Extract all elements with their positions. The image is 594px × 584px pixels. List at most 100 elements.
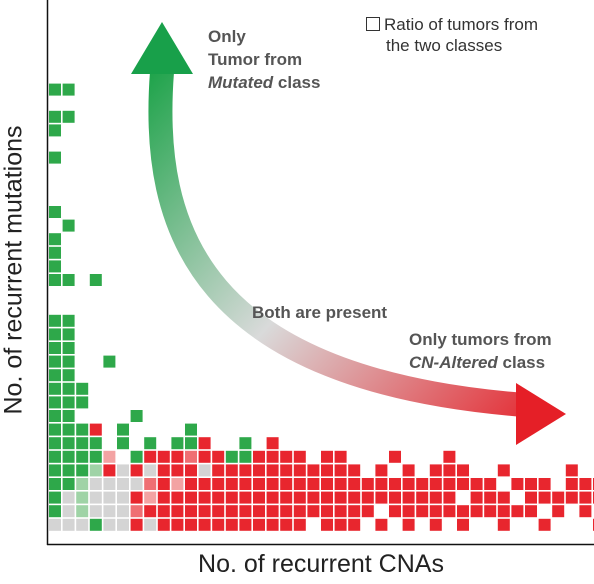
heatmap-cell — [144, 478, 157, 490]
heatmap-cell — [49, 396, 61, 409]
heatmap-cell — [117, 478, 129, 490]
heatmap-cell — [538, 491, 551, 504]
heatmap-cell — [62, 369, 75, 382]
annotation-cn-altered-only: Only tumors from CN-Altered class — [409, 328, 552, 374]
heatmap-cell — [239, 478, 252, 490]
heatmap-cell — [579, 505, 592, 518]
heatmap-cell — [253, 518, 265, 531]
heatmap-cell — [76, 423, 89, 436]
heatmap-cell — [103, 491, 116, 504]
legend-label-line2: the two classes — [386, 36, 503, 55]
heatmap-cell — [416, 491, 429, 504]
heatmap-cell — [497, 491, 510, 504]
heatmap-cell — [334, 478, 347, 490]
heatmap-cell — [253, 464, 265, 477]
heatmap-cell — [212, 464, 225, 477]
heatmap-cell — [185, 450, 197, 463]
heatmap-cell — [293, 505, 306, 518]
annotation-right-emphasis: CN-Altered — [409, 353, 498, 372]
heatmap-cell — [62, 410, 75, 422]
heatmap-cell — [130, 518, 143, 531]
annotation-top-line2: Tumor from — [208, 50, 303, 69]
heatmap-cell — [49, 151, 61, 164]
heatmap-cell — [293, 518, 306, 531]
heatmap-cell — [334, 464, 347, 477]
heatmap-cell — [130, 505, 143, 518]
heatmap-cell — [103, 518, 116, 531]
heatmap-cell — [429, 464, 442, 477]
heatmap-cell — [198, 437, 211, 450]
heatmap-cell — [171, 505, 184, 518]
heatmap-cell — [470, 491, 483, 504]
legend-swatch-icon — [366, 17, 380, 31]
heatmap-cell — [76, 464, 89, 477]
heatmap-cell — [89, 464, 102, 477]
heatmap-cell — [280, 491, 293, 504]
heatmap-cell — [76, 450, 89, 463]
heatmap-cell — [307, 491, 320, 504]
heatmap-cell — [565, 491, 578, 504]
heatmap-cell — [144, 518, 157, 531]
heatmap-cell — [103, 478, 116, 490]
heatmap-cell — [280, 464, 293, 477]
heatmap-cell — [49, 328, 61, 341]
heatmap-cell — [49, 110, 61, 123]
heatmap-cell — [198, 478, 211, 490]
heatmap-cell — [117, 505, 129, 518]
heatmap-cell — [293, 450, 306, 463]
heatmap-cell — [117, 464, 129, 477]
heatmap-cell — [62, 505, 75, 518]
heatmap-cell — [375, 478, 388, 490]
annotation-mutated-only: Only Tumor from Mutated class — [208, 25, 320, 94]
heatmap-cell — [171, 478, 184, 490]
heatmap-cell — [185, 505, 197, 518]
heatmap-cell — [171, 518, 184, 531]
heatmap-cell — [157, 478, 170, 490]
heatmap-cell — [266, 450, 279, 463]
heatmap-cell — [457, 464, 469, 477]
heatmap-cell — [62, 355, 75, 368]
heatmap-cell — [443, 491, 456, 504]
heatmap-cell — [443, 464, 456, 477]
heatmap-cell — [89, 505, 102, 518]
heatmap-cell — [470, 505, 483, 518]
heatmap-cell — [293, 491, 306, 504]
heatmap-cell — [185, 464, 197, 477]
heatmap-cell — [49, 382, 61, 395]
heatmap-cell — [497, 518, 510, 531]
heatmap-cell — [579, 491, 592, 504]
heatmap-cell — [348, 491, 361, 504]
heatmap-cell — [402, 505, 415, 518]
heatmap-cell — [361, 505, 374, 518]
y-axis-label: No. of recurrent mutations — [0, 125, 28, 415]
heatmap-cell — [538, 518, 551, 531]
heatmap-cell — [321, 478, 333, 490]
heatmap-cell — [484, 478, 497, 490]
heatmap-cell — [253, 491, 265, 504]
heatmap-cell — [280, 450, 293, 463]
heatmap-cell — [49, 233, 61, 246]
heatmap-cell — [89, 450, 102, 463]
annotation-top-line3: Mutated class — [208, 71, 320, 94]
heatmap-cell — [49, 491, 61, 504]
heatmap-cell — [103, 450, 116, 463]
heatmap-cell — [198, 518, 211, 531]
heatmap-cell — [76, 396, 89, 409]
heatmap-cell — [239, 464, 252, 477]
heatmap-cell — [198, 505, 211, 518]
heatmap-cell — [484, 505, 497, 518]
heatmap-cell — [307, 505, 320, 518]
heatmap-cell — [402, 491, 415, 504]
heatmap-cells — [49, 83, 594, 531]
arrow-shaft — [148, 71, 526, 417]
heatmap-cell — [348, 464, 361, 477]
heatmap-cell — [49, 437, 61, 450]
heatmap-cell — [157, 518, 170, 531]
heatmap-cell — [117, 491, 129, 504]
x-axis-label: No. of recurrent CNAs — [198, 550, 444, 578]
heatmap-cell — [484, 491, 497, 504]
heatmap-cell — [416, 505, 429, 518]
heatmap-cell — [497, 505, 510, 518]
heatmap-cell — [103, 355, 116, 368]
